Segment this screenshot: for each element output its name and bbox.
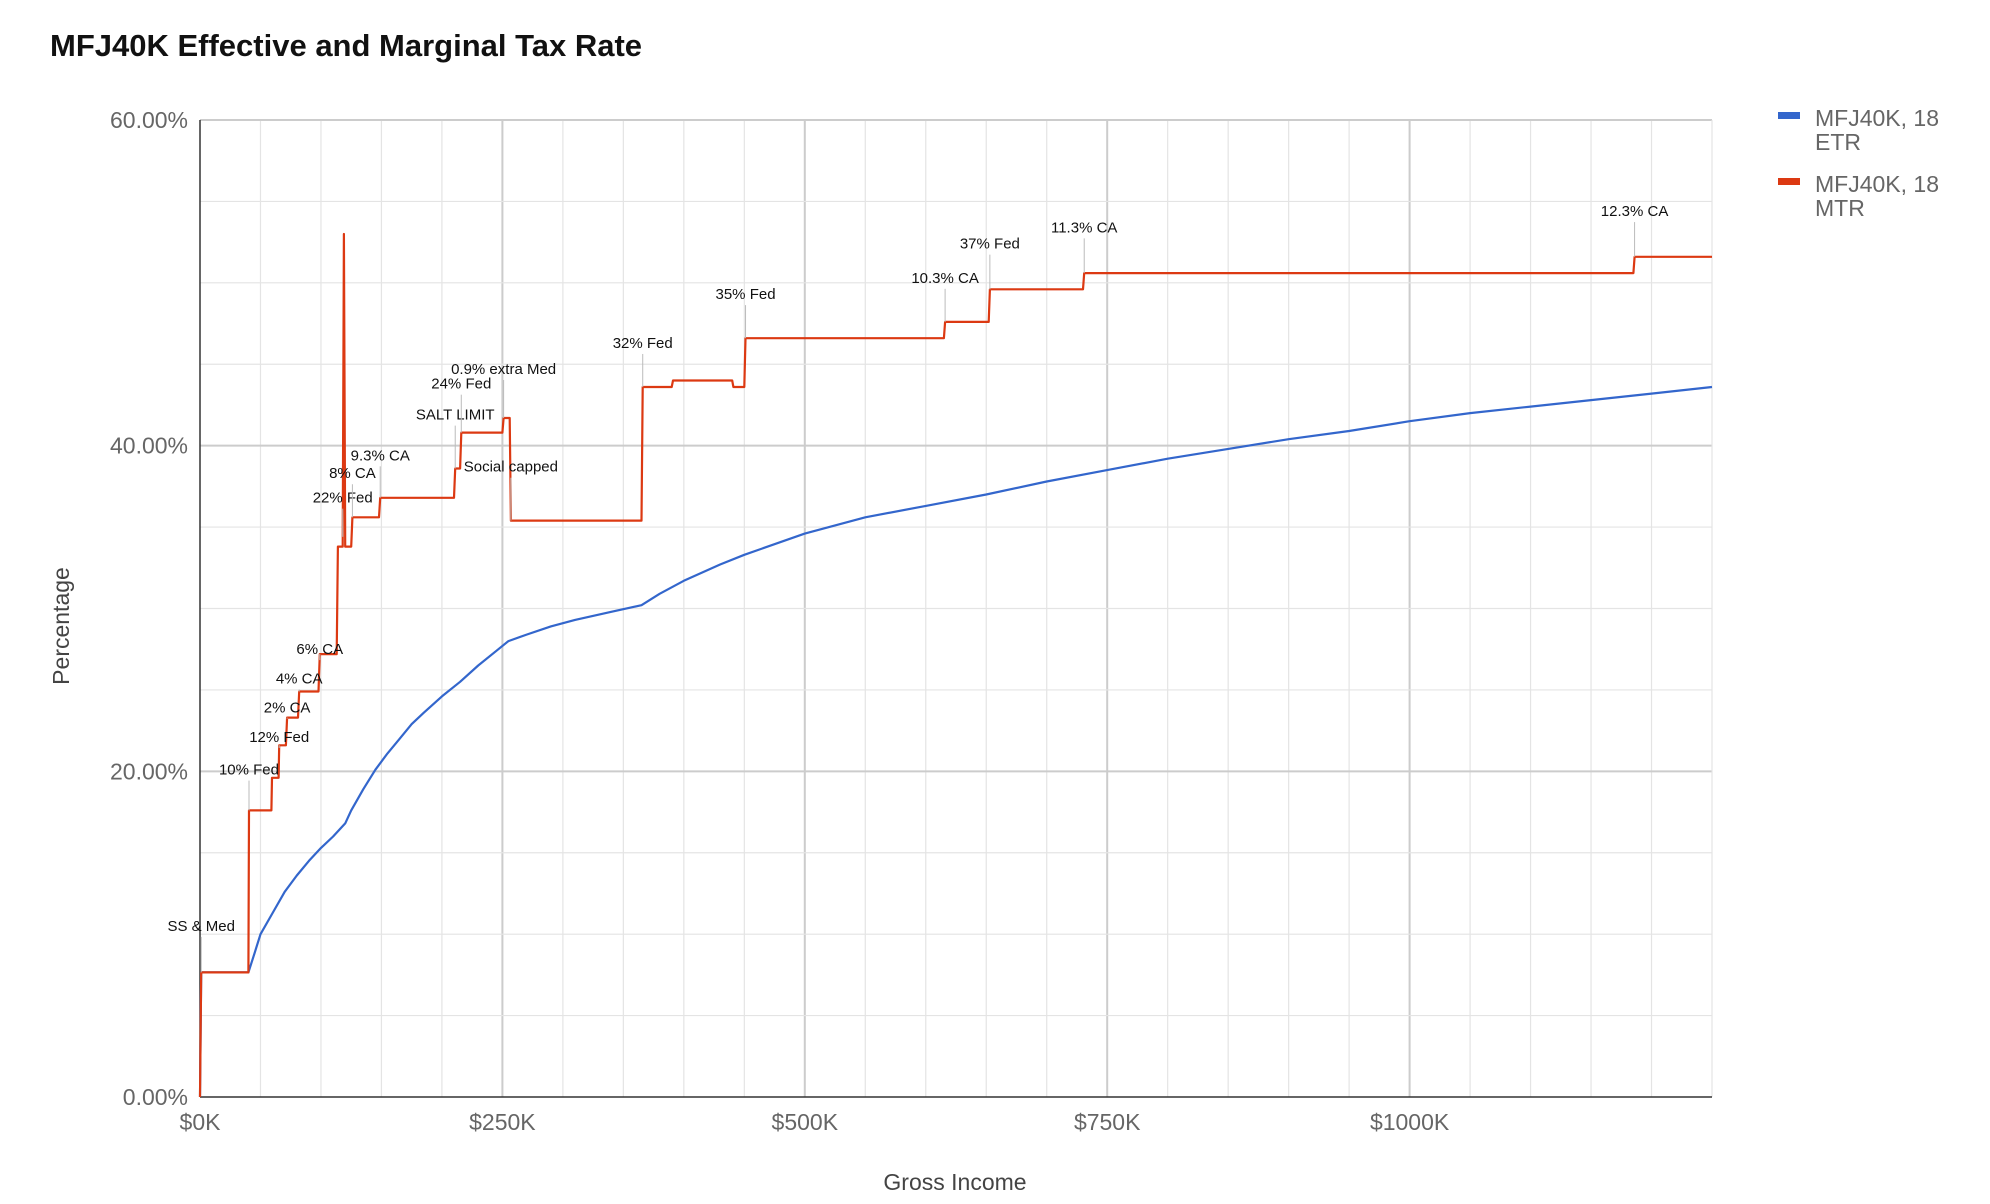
annotation-label: 24% Fed [431,376,491,393]
grid-lines [200,119,1713,1097]
legend-label: MFJ40K, 18 [1815,171,1939,197]
y-tick-label: 40.00% [110,433,188,459]
y-axis-title: Percentage [48,567,74,685]
x-tick-label: $250K [469,1109,536,1135]
annotation-label: 32% Fed [613,335,673,352]
x-axis-title: Gross Income [883,1169,1026,1195]
x-tick-label: $750K [1074,1109,1141,1135]
annotation-label: 8% CA [329,465,376,482]
chart-title: MFJ40K Effective and Marginal Tax Rate [50,28,643,63]
annotation-label: 10.3% CA [911,270,979,287]
annotation-label: 22% Fed [313,490,373,507]
annotation-label: 12% Fed [249,729,309,746]
annotation-label: 10% Fed [219,762,279,779]
annotation-label: Social capped [464,459,558,476]
x-tick-labels: $0K $250K $500K $750K $1000K [180,1109,1450,1135]
annotation-label: SS & Med [167,918,235,935]
annotations: SS & Med 10% Fed 12% Fed 2% CA 4% CA 6% CA 22%… [167,203,1669,973]
axes [199,120,1712,1098]
mtr-series-line [198,232,1712,1098]
legend-label: ETR [1815,129,1861,155]
annotation-label: 11.3% CA [1051,219,1117,236]
y-tick-labels: 0.00% 20.00% 40.00% 60.00% [110,107,188,1110]
annotation-label: SALT LIMIT [416,407,495,424]
legend-label: MFJ40K, 18 [1815,105,1939,131]
series-lines [198,232,1713,1098]
x-tick-label: $1000K [1370,1109,1450,1135]
y-tick-label: 60.00% [110,107,188,133]
annotation-label: 35% Fed [716,286,776,303]
x-tick-label: $0K [180,1109,222,1135]
annotation-label: 12.3% CA [1601,203,1669,220]
etr-series-line [198,385,1713,1098]
annotation-label: 9.3% CA [351,447,410,464]
x-tick-label: $500K [772,1109,839,1135]
annotation-label: 0.9% extra Med [451,361,556,378]
annotation-label: 4% CA [276,670,323,687]
annotation-label: 6% CA [296,641,343,658]
legend-label: MTR [1815,195,1865,221]
annotation-label: 2% CA [264,700,311,717]
y-tick-label: 20.00% [110,758,188,784]
legend-swatch [1778,178,1800,185]
legend-swatch [1778,112,1800,119]
annotation-label: 37% Fed [960,236,1020,253]
y-tick-label: 0.00% [123,1084,188,1110]
